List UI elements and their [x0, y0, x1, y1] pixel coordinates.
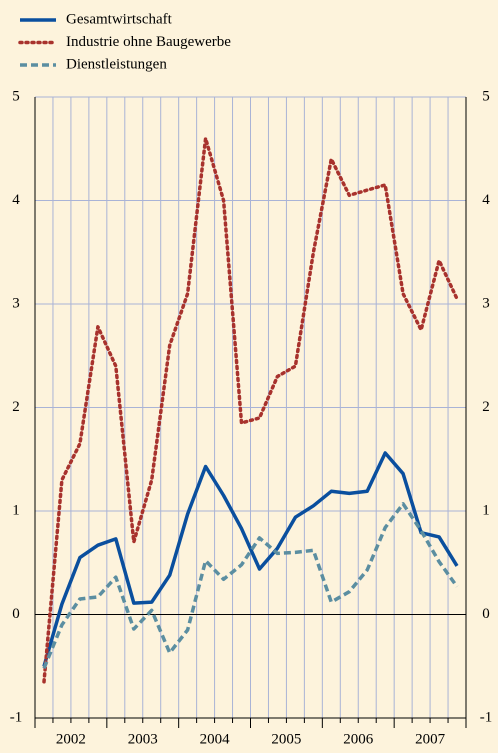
y-tick-label: 2 [12, 399, 20, 415]
y2-tick-label: 4 [482, 192, 490, 208]
y2-tick-label: 5 [482, 88, 490, 104]
series-line [42, 451, 459, 667]
legend-label: Dienstleistungen [66, 56, 167, 72]
y-tick-label: 1 [12, 502, 20, 518]
y2-tick-label: 0 [482, 606, 490, 622]
y-tick-label: 3 [12, 295, 20, 311]
x-tick-label: 2007 [415, 731, 446, 747]
series-line [42, 136, 459, 684]
x-tick-label: 2002 [56, 731, 86, 747]
y-tick-label: 5 [12, 88, 20, 104]
y-tick-label: 4 [12, 192, 20, 208]
x-tick-label: 2005 [271, 731, 301, 747]
y-tick-label: 0 [12, 606, 20, 622]
y2-tick-label: 3 [482, 295, 490, 311]
y2-tick-label: 1 [482, 502, 490, 518]
x-tick-label: 2004 [200, 731, 231, 747]
x-tick-label: 2003 [128, 731, 158, 747]
y2-tick-label: 2 [482, 399, 490, 415]
legend-label: Gesamtwirtschaft [66, 11, 173, 27]
y2-tick-label: -1 [480, 709, 493, 725]
y-tick-label: -1 [10, 709, 23, 725]
x-tick-label: 2006 [343, 731, 374, 747]
legend-label: Industrie ohne Baugewerbe [66, 34, 231, 50]
